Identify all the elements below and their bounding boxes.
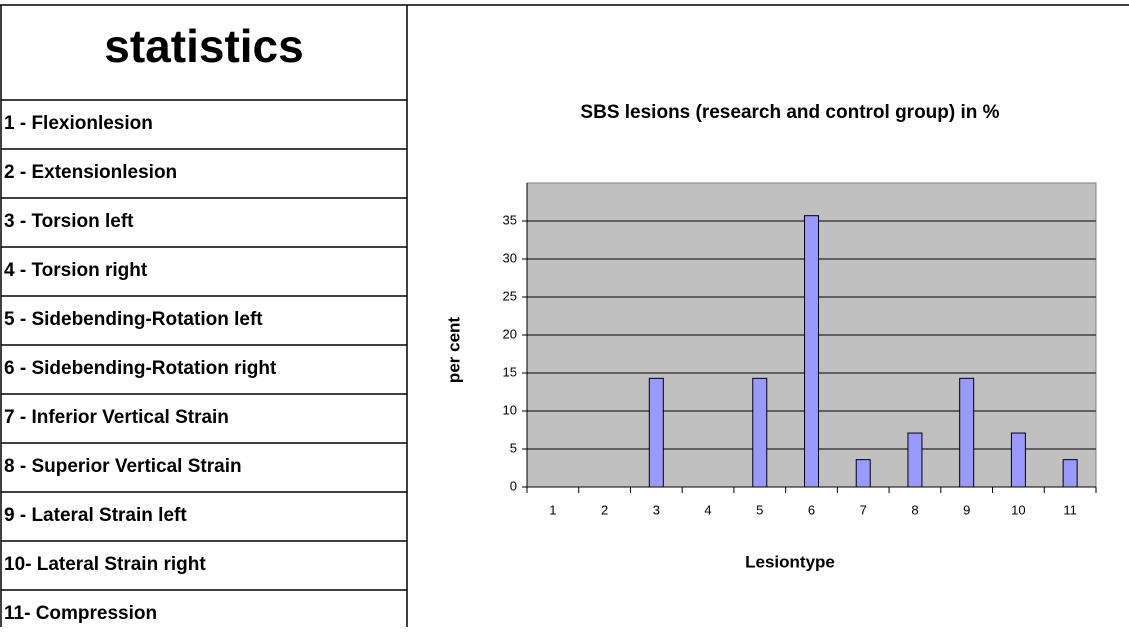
table-item: 3 - Torsion left (4, 211, 134, 232)
bar (907, 432, 923, 488)
table-item: 6 - Sidebending-Rotation right (4, 358, 277, 379)
y-tick-label: 10 (503, 402, 517, 417)
table-item: 4 - Torsion right (4, 260, 148, 281)
chart-title: SBS lesions (research and control group)… (580, 102, 999, 123)
table-item: 9 - Lateral Strain left (4, 505, 187, 526)
x-tick-label: 5 (756, 502, 763, 517)
x-tick-label: 2 (601, 502, 608, 517)
table-item: 10- Lateral Strain right (4, 554, 206, 575)
x-tick-label: 4 (704, 502, 711, 517)
x-tick-label: 8 (911, 502, 918, 517)
y-tick-label: 20 (503, 326, 517, 341)
x-tick-label: 3 (653, 502, 660, 517)
bar (1062, 459, 1078, 488)
y-axis-label: per cent (444, 317, 463, 383)
y-tick-label: 30 (503, 250, 517, 265)
x-axis-label: Lesiontype (745, 552, 835, 571)
y-tick-label: 5 (510, 440, 517, 455)
x-tick-label: 9 (963, 502, 970, 517)
bar (959, 377, 975, 488)
table-item: 2 - Extensionlesion (4, 162, 177, 183)
y-tick-label: 15 (503, 364, 517, 379)
bar (804, 215, 819, 488)
y-tick-label: 35 (503, 212, 517, 227)
x-tick-label: 1 (549, 502, 556, 517)
table-item: 7 - Inferior Vertical Strain (4, 407, 229, 428)
bar (648, 377, 664, 488)
x-tick-label: 11 (1063, 502, 1077, 517)
bar (1010, 432, 1026, 488)
y-tick-label: 0 (510, 478, 517, 493)
table-title: statistics (104, 20, 303, 72)
bar (752, 377, 768, 488)
y-tick-label: 25 (503, 288, 517, 303)
table-item: 8 - Superior Vertical Strain (4, 456, 242, 477)
x-tick-label: 7 (860, 502, 867, 517)
bar (855, 459, 871, 488)
table-item: 11- Compression (4, 603, 157, 624)
table-item: 5 - Sidebending-Rotation left (4, 309, 263, 330)
x-tick-label: 6 (808, 502, 815, 517)
x-tick-label: 10 (1011, 502, 1025, 517)
table-item: 1 - Flexionlesion (4, 113, 153, 134)
